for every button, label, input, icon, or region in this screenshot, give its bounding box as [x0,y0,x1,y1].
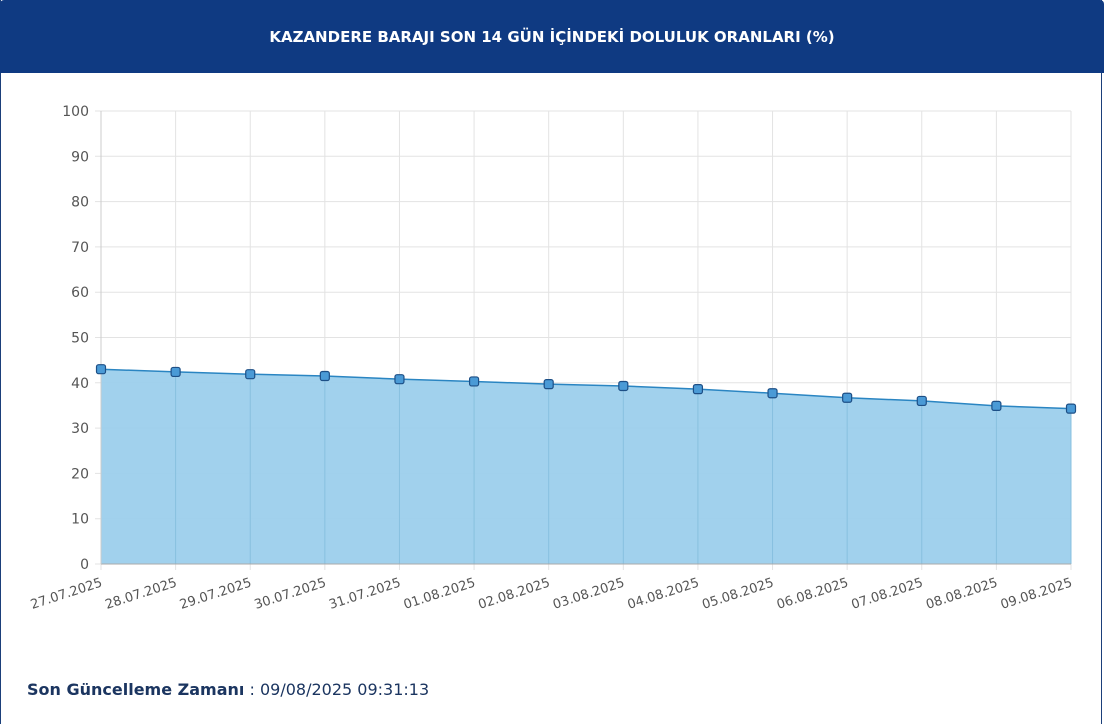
x-tick-label: 04.08.2025 [626,576,701,613]
x-tick-label: 02.08.2025 [476,576,551,613]
chart: 0 10 20 30 40 50 60 70 80 90 100 27.07.2025 28.07.20… [29,104,1077,613]
y-tick-label: 30 [71,421,89,437]
data-point [543,379,554,390]
data-point [95,364,107,375]
chart-title: KAZANDERE BARAJI SON 14 GÜN İÇİNDEKİ DOL… [269,27,835,46]
last-update: Son Güncelleme Zamanı : 09/08/2025 09:31… [27,680,429,699]
data-point [692,384,704,395]
data-point [991,400,1002,412]
y-tick-label: 90 [71,149,89,165]
data-point [842,392,853,403]
x-tick-label: 30.07.2025 [253,576,328,613]
y-tick-label: 20 [71,466,89,482]
x-tick-label: 29.07.2025 [178,576,253,613]
x-tick-label: 03.08.2025 [551,576,626,613]
chart-header: KAZANDERE BARAJI SON 14 GÜN İÇİNDEKİ DOL… [0,0,1104,73]
y-tick-label: 80 [71,195,89,211]
data-point [618,380,629,392]
y-tick-label: 70 [71,240,89,256]
y-tick-label: 10 [71,512,89,528]
y-tick-label: 60 [71,285,89,301]
data-point [170,366,181,378]
x-tick-label: 05.08.2025 [700,576,775,613]
y-tick-label: 50 [71,331,89,347]
data-point [394,374,405,385]
x-tick-label: 28.07.2025 [103,576,178,613]
data-point [468,376,480,387]
y-tick-label: 40 [71,376,89,392]
y-tick-label: 100 [62,104,89,120]
x-tick-label: 07.08.2025 [850,576,925,613]
data-point [916,395,927,407]
data-point [767,388,778,399]
x-tick-label: 09.08.2025 [999,576,1074,613]
data-point [1065,403,1077,414]
last-update-value: 09/08/2025 09:31:13 [259,680,430,699]
x-tick-label: 31.07.2025 [327,576,402,613]
last-update-separator: : [244,680,260,699]
x-tick-label: 06.08.2025 [775,576,850,613]
last-update-label: Son Güncelleme Zamanı [27,680,245,699]
data-point [319,370,330,382]
data-point [245,369,256,380]
area-fill [101,369,1071,564]
x-tick-label: 01.08.2025 [402,576,477,613]
x-tick-label: 27.07.2025 [29,576,104,613]
x-tick-label: 08.08.2025 [924,576,999,613]
series-line [100,368,1072,410]
y-tick-label: 0 [80,557,89,573]
